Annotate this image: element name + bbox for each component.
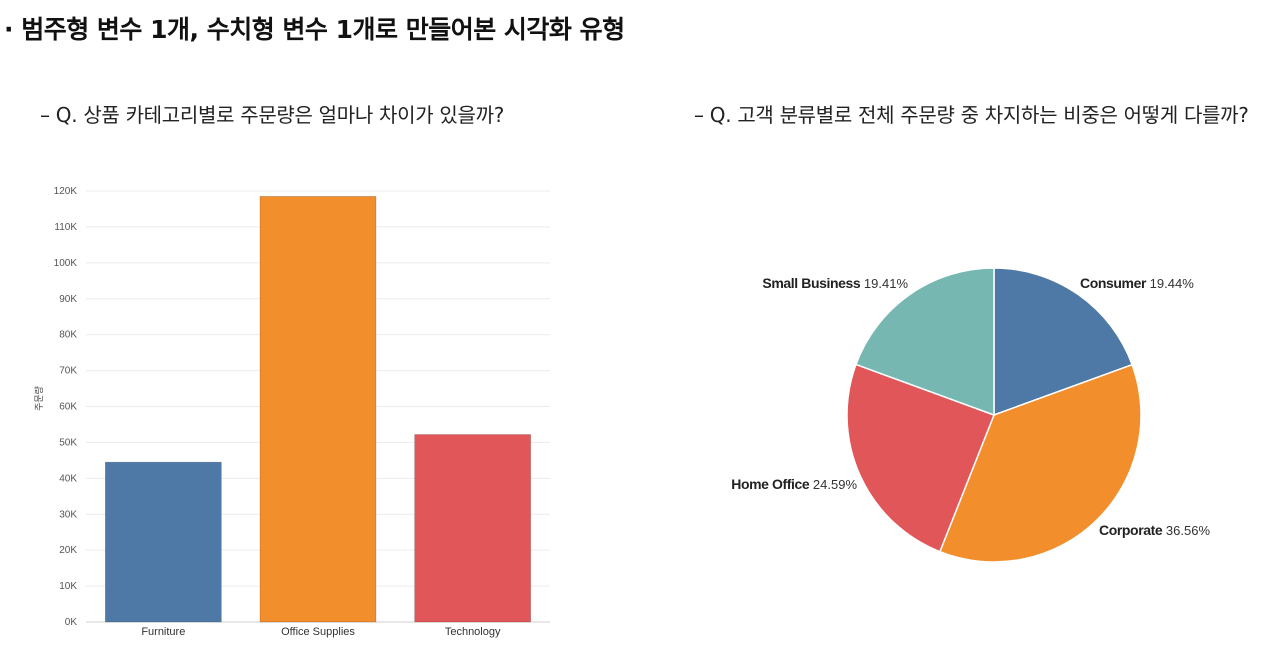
y-tick-label: 80K <box>59 330 77 341</box>
pie-label-value: 36.56% <box>1162 523 1210 538</box>
x-category-label: Office Supplies <box>281 626 355 638</box>
pie-label-name: Consumer <box>1080 275 1147 291</box>
bar-office-supplies <box>259 196 377 623</box>
pie-label: Small Business 19.41% <box>762 275 908 291</box>
y-tick-label: 90K <box>59 294 77 305</box>
pie-label-value: 19.41% <box>860 276 908 291</box>
x-category-label: Furniture <box>141 626 185 638</box>
pie-label: Corporate 36.56% <box>1099 522 1210 538</box>
bar-furniture <box>105 461 222 623</box>
pie-label: Home Office 24.59% <box>731 476 857 492</box>
pie-slice-consumer <box>993 267 1134 417</box>
page-heading: · 범주형 변수 1개, 수치형 변수 1개로 만들어본 시각화 유형 <box>4 15 625 44</box>
bar-technology <box>414 434 531 623</box>
y-tick-label: 60K <box>59 402 77 413</box>
pie-label-name: Corporate <box>1099 522 1163 538</box>
pie-slice-home-office <box>846 363 995 553</box>
y-tick-label: 10K <box>59 581 77 592</box>
y-tick-label: 70K <box>59 366 77 377</box>
y-tick-label: 110K <box>54 222 77 233</box>
pie-label-value: 24.59% <box>809 477 857 492</box>
y-tick-label: 100K <box>54 258 78 269</box>
pie-slice-corporate <box>938 363 1142 563</box>
y-tick-label: 120K <box>54 186 78 197</box>
pie-slice-small-business <box>855 267 995 417</box>
pie-label: Consumer 19.44% <box>1080 275 1194 291</box>
pie-chart-question: – Q. 고객 분류별로 전체 주문량 중 차지하는 비중은 어떻게 다를까? <box>694 103 1249 127</box>
y-axis-label: 주문량 <box>33 386 45 411</box>
pie-label-value: 19.44% <box>1146 276 1194 291</box>
pie-label-name: Home Office <box>731 476 810 492</box>
bar-chart-question: – Q. 상품 카테고리별로 주문량은 얼마나 차이가 있을까? <box>40 103 505 127</box>
pie-label-name: Small Business <box>762 275 861 291</box>
x-category-label: Technology <box>445 626 501 638</box>
y-tick-label: 0K <box>65 617 78 628</box>
y-tick-label: 50K <box>59 437 77 448</box>
y-tick-label: 40K <box>59 473 77 484</box>
y-tick-label: 20K <box>59 545 77 556</box>
y-tick-label: 30K <box>59 509 77 520</box>
